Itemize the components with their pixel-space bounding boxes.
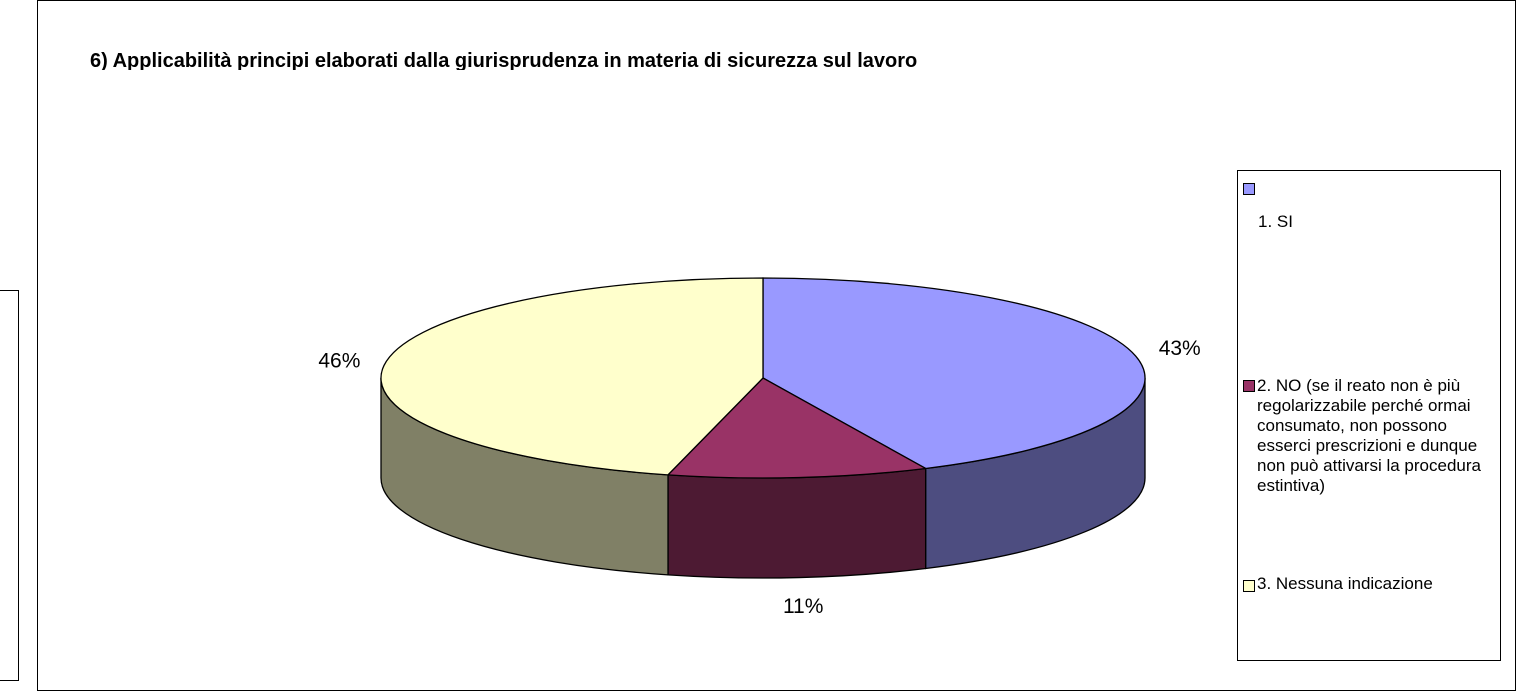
pie-slice (666, 377, 928, 479)
pie (380, 277, 1146, 579)
pie-slice (380, 277, 764, 476)
legend-box (1237, 170, 1501, 661)
legend-swatch (1243, 580, 1255, 592)
legend-label: 2. NO (se il reato non è più regolarizza… (1257, 376, 1481, 495)
pie-side (667, 467, 927, 579)
chart-title: 6) Applicabilità principi elaborati dall… (90, 50, 918, 70)
legend-swatch (1243, 380, 1255, 392)
data-label: 43% (1159, 337, 1201, 360)
legend-swatch (1243, 183, 1255, 195)
data-label: 11% (783, 595, 823, 618)
data-label: 46% (318, 349, 360, 372)
legend-label: 3. Nessuna indicazione (1257, 574, 1433, 593)
pie-slice (762, 277, 1146, 470)
legend-label: 1. SI (1258, 212, 1293, 231)
neighbor-frame (0, 290, 19, 681)
